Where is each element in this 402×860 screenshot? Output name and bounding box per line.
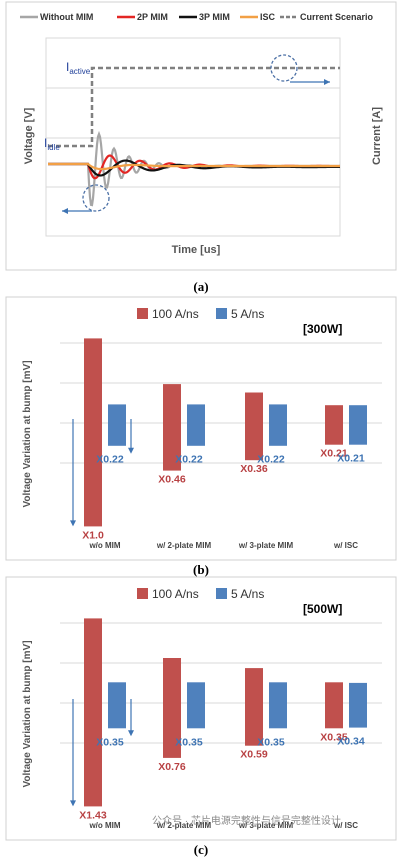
legend-label-3p-mim: 3P MIM <box>199 12 230 22</box>
bar-5-a-ns <box>108 682 126 729</box>
bar-5-a-ns <box>269 682 287 729</box>
label-i-idle: Iidle <box>44 136 60 152</box>
bar-5-a-ns <box>349 405 367 445</box>
bar-5-a-ns <box>108 404 126 446</box>
annotation-circle-current <box>270 54 298 82</box>
data-label-100-a-ns: X0.35 <box>320 731 348 743</box>
data-label-5-a-ns: X0.35 <box>257 736 285 748</box>
category-label: w/o MIM <box>88 821 120 830</box>
measure-arrowhead-100-a-ns <box>70 520 76 527</box>
bar-100-a-ns <box>325 405 343 445</box>
legend-label-100-a-ns: 100 A/ns <box>152 307 199 321</box>
annotation-circle-voltage <box>82 184 110 212</box>
bar-5-a-ns <box>269 404 287 446</box>
bar-5-a-ns <box>187 682 205 729</box>
annotation-arrowhead-right <box>324 79 330 85</box>
panel-a-ylabel-right: Current [A] <box>371 107 383 165</box>
data-label-100-a-ns: X1.0 <box>82 529 104 541</box>
data-label-5-a-ns: X0.35 <box>96 736 124 748</box>
bar-100-a-ns <box>163 658 181 758</box>
panel-b-caption: (b) <box>193 562 209 577</box>
legend-swatch-5-a-ns <box>216 588 227 599</box>
data-label-5-a-ns: X0.34 <box>337 736 365 748</box>
bar-100-a-ns <box>325 682 343 729</box>
bar-ylabel: Voltage Variation at bump [mV] <box>22 640 33 787</box>
power-label: [500W] <box>303 602 342 616</box>
category-label: w/ 2-plate MIM <box>156 541 212 550</box>
category-label: w/o MIM <box>88 541 120 550</box>
current-scenario-line <box>48 66 340 148</box>
power-label: [300W] <box>303 322 342 336</box>
data-label-100-a-ns: X0.76 <box>158 761 186 773</box>
waveform-isc <box>48 162 340 171</box>
category-label: w/ 2-plate MIM <box>156 821 212 830</box>
data-label-100-a-ns: X0.59 <box>240 749 268 761</box>
data-label-5-a-ns: X0.22 <box>257 454 285 466</box>
measure-arrowhead-5-a-ns <box>128 730 134 737</box>
panel-a-plot-area <box>45 37 341 237</box>
data-label-5-a-ns: X0.22 <box>175 454 203 466</box>
bar-100-a-ns <box>84 618 102 807</box>
legend-label-100-a-ns: 100 A/ns <box>152 587 199 601</box>
bar-100-a-ns <box>163 384 181 471</box>
legend-label-5-a-ns: 5 A/ns <box>231 587 264 601</box>
legend-label-2p-mim: 2P MIM <box>137 12 168 22</box>
data-label-100-a-ns: X1.43 <box>79 809 107 821</box>
bar-ylabel: Voltage Variation at bump [mV] <box>22 360 33 507</box>
bar-100-a-ns <box>245 668 263 746</box>
measure-arrowhead-5-a-ns <box>128 447 134 454</box>
category-label: w/ ISC <box>333 821 358 830</box>
panel-a-xlabel: Time [us] <box>172 244 221 256</box>
panel-a: Without MIM 2P MIM 3P MIM ISC Current Sc… <box>5 1 397 294</box>
category-label: w/ 3-plate MIM <box>238 541 294 550</box>
legend-label-current-scenario: Current Scenario <box>300 12 374 22</box>
panel-a-legend: Without MIM 2P MIM 3P MIM ISC Current Sc… <box>20 12 374 22</box>
legend-label-isc: ISC <box>260 12 276 22</box>
annotation-arrowhead-left <box>62 208 68 214</box>
panel-a-frame <box>5 1 397 271</box>
bar-100-a-ns <box>84 338 102 527</box>
measure-arrowhead-100-a-ns <box>70 800 76 807</box>
data-label-5-a-ns: X0.21 <box>337 453 365 465</box>
data-label-5-a-ns: X0.22 <box>96 454 124 466</box>
panel-c: 100 A/ns 5 A/ns [500W] Voltage Variation at… <box>5 576 397 841</box>
panel-b: 100 A/ns 5 A/ns [300W] Voltage Variation at… <box>5 296 397 561</box>
data-label-100-a-ns: X0.21 <box>320 448 348 460</box>
legend-label-5-a-ns: 5 A/ns <box>231 307 264 321</box>
category-label: w/ 3-plate MIM <box>238 821 294 830</box>
panel-a-waveforms <box>48 130 341 207</box>
category-label: w/ ISC <box>333 541 358 550</box>
panel-a-caption: (a) <box>193 279 208 294</box>
data-label-100-a-ns: X0.36 <box>240 463 268 475</box>
panel-c-caption: (c) <box>194 842 208 857</box>
legend-swatch-100-a-ns <box>137 588 148 599</box>
data-label-5-a-ns: X0.35 <box>175 736 203 748</box>
bar-100-a-ns <box>245 392 263 461</box>
legend-swatch-5-a-ns <box>216 308 227 319</box>
watermark-text: 公众号 · 芯片电源完整性与信号完整性设计 <box>152 814 341 827</box>
legend-swatch-100-a-ns <box>137 308 148 319</box>
bar-5-a-ns <box>187 404 205 446</box>
panel-a-ylabel-left: Voltage [V] <box>23 107 35 164</box>
data-label-100-a-ns: X0.46 <box>158 474 186 486</box>
label-i-active: Iactive <box>66 60 91 76</box>
bar-5-a-ns <box>349 682 367 728</box>
legend-label-without-mim: Without MIM <box>40 12 93 22</box>
